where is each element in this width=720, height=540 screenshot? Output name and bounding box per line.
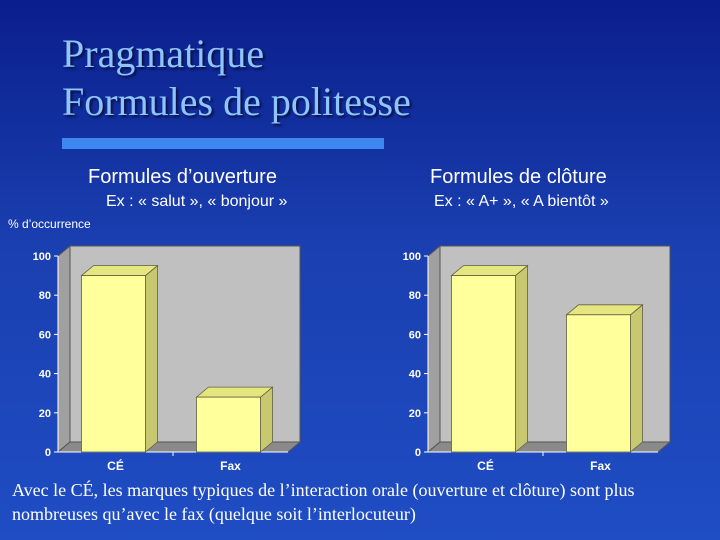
chart1-bar-side-1 [630, 303, 643, 453]
chart1-x-tick-label-0: CÉ [477, 458, 494, 473]
opening-heading: Formules d’ouverture [88, 166, 277, 188]
chart0-x-tick-label-0: CÉ [107, 458, 124, 473]
chart0-y-tick-label-0: 0 [45, 447, 51, 459]
chart1-bar-top-0 [450, 265, 529, 276]
chart1-bar-top-1 [565, 304, 644, 316]
chart0-bar-top-1 [195, 386, 274, 398]
chart0-bar-0 [81, 275, 146, 453]
closing-chart: 0 20 40 60 80 100 CÉ Fax [403, 244, 672, 473]
opening-example: Ex : « salut », « bonjour » [106, 193, 288, 210]
slide-title: Pragmatique Formules de politesse [62, 30, 411, 126]
chart0-y-tick-label-1: 20 [39, 408, 51, 420]
chart1-bar-side-0 [515, 264, 528, 453]
title-line-2: Formules de politesse [62, 79, 411, 124]
chart0-bar-side-1 [260, 386, 273, 453]
opening-chart: 0 20 40 60 80 100 CÉ Fax [33, 244, 302, 473]
chart0-bar-1 [196, 396, 261, 453]
chart1-y-tick-label-1: 20 [409, 408, 421, 420]
chart1-x-tick-label-1: Fax [590, 459, 611, 473]
chart0-y-tick-label-3: 60 [39, 329, 51, 341]
chart0-x-tick-label-1: Fax [220, 459, 241, 473]
chart1-bar-0 [451, 275, 516, 453]
chart1-y-tick-label-3: 60 [409, 329, 421, 341]
closing-heading: Formules de clôture [430, 166, 607, 188]
chart0-bar-side-0 [145, 264, 158, 453]
y-axis-label: % d’occurrence [8, 217, 91, 231]
chart0-y-tick-label-5: 100 [33, 251, 51, 263]
chart1-y-tick-label-0: 0 [415, 447, 421, 459]
closing-example: Ex : « A+ », « A bientôt » [434, 193, 609, 210]
title-underline-bar [62, 138, 384, 149]
chart1-side-wall [427, 244, 441, 454]
chart1-bar-1 [566, 314, 631, 453]
chart1-y-tick-label-5: 100 [403, 251, 421, 263]
chart1-y-tick-label-4: 80 [409, 290, 421, 302]
chart0-y-tick-label-4: 80 [39, 290, 51, 302]
chart1-y-tick-label-2: 40 [409, 369, 421, 381]
chart0-side-wall [57, 244, 71, 454]
chart0-y-tick-label-2: 40 [39, 369, 51, 381]
title-line-1: Pragmatique [62, 31, 265, 76]
chart0-bar-top-0 [80, 265, 159, 276]
conclusion-caption: Avec le CÉ, les marques typiques de l’in… [12, 480, 635, 524]
